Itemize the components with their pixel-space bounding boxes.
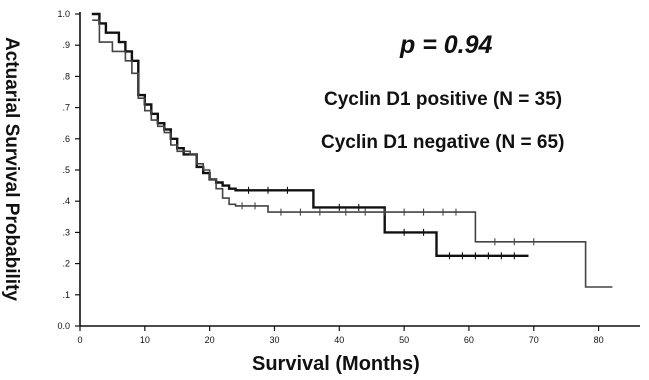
series-layer: [91, 12, 613, 288]
y-tick-label: 1.0: [57, 9, 70, 19]
series-1: [92, 19, 613, 288]
x-tick-label: 0: [77, 335, 82, 345]
legend-entry-positive: Cyclin D1 positive (N = 35): [324, 89, 563, 110]
series-0: [91, 12, 529, 260]
y-tick-label: .7: [62, 103, 70, 113]
x-tick-label: 80: [594, 335, 604, 345]
y-tick-label: .8: [62, 71, 70, 81]
x-tick-label: 40: [334, 335, 344, 345]
y-axis-label: Actuarial Survival Probability: [1, 37, 22, 301]
x-ticks: 0 10 20 30 40 50 60 70 80: [77, 326, 604, 345]
axes: [79, 12, 640, 327]
y-tick-label: 0.0: [57, 321, 70, 331]
x-tick-label: 50: [399, 335, 409, 345]
y-ticks: 0.0 .1 .2 .3 .4 .5 .6 .7 .8 .9 1.0: [57, 9, 80, 331]
y-tick-label: .4: [62, 196, 70, 206]
x-tick-label: 70: [529, 335, 539, 345]
y-tick-label: .5: [62, 165, 70, 175]
legend-entry-negative: Cyclin D1 negative (N = 65): [321, 132, 565, 153]
x-axis-label: Survival (Months): [252, 353, 420, 375]
y-tick-label: .2: [62, 259, 70, 269]
y-tick-label: .1: [62, 290, 70, 300]
survival-curve-1: [92, 19, 613, 288]
x-tick-label: 10: [140, 335, 150, 345]
y-tick-label: .3: [62, 227, 70, 237]
y-tick-label: .6: [62, 134, 70, 144]
x-tick-label: 60: [464, 335, 474, 345]
x-tick-label: 30: [269, 335, 279, 345]
x-tick-label: 20: [205, 335, 215, 345]
survival-curve-0: [91, 12, 529, 257]
p-value-annotation: p = 0.94: [400, 31, 493, 59]
y-tick-label: .9: [62, 40, 70, 50]
